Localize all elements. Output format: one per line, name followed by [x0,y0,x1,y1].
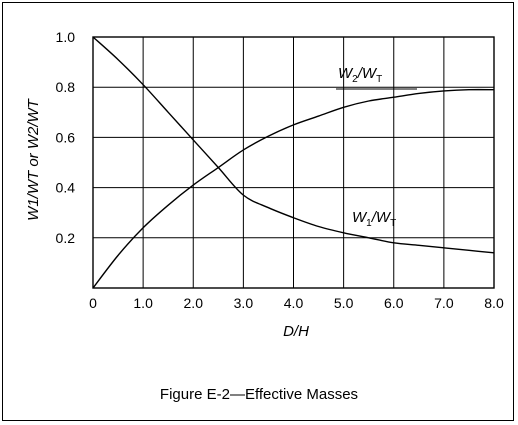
x-axis-label: D/H [283,323,309,340]
x-tick-label: 6.0 [384,295,404,311]
series-line-w2-wt [92,88,495,289]
annotation-w2-num: W [338,65,354,82]
x-tick-label: 8.0 [484,295,504,311]
grid [93,37,494,288]
y-tick-label: 1.0 [56,29,76,45]
series-line-w1-wt [92,36,495,254]
figure-caption: Figure E-2—Effective Masses [159,386,359,403]
x-axis-label-text: D/H [283,323,309,340]
y-axis-label: W1/WT or W2/WT [25,97,42,220]
x-tick-label: 7.0 [434,295,454,311]
series-group [92,36,495,289]
x-tick-labels: 0 1.0 2.0 3.0 4.0 5.0 6.0 7.0 8.0 [89,295,504,311]
y-tick-label: 0.8 [56,79,76,95]
y-tick-label: 0.6 [56,129,76,145]
x-tick-label: 5.0 [334,295,354,311]
annotation-w2-sub1: 2 [352,74,358,85]
annotation-w1-num: W [352,209,368,226]
plot-border [92,36,495,289]
x-tick-label: 2.0 [184,295,204,311]
x-tick-label: 0 [89,295,97,311]
annotation-w1-mid: /W [371,209,392,226]
annotation-w2-wt: W2/WT [338,65,382,85]
y-tick-labels: 0.2 0.4 0.6 0.8 1.0 [56,29,76,246]
x-tick-label: 4.0 [284,295,304,311]
annotation-w1-wt: W1/WT [352,209,396,229]
annotation-w2-sub2: T [376,74,382,85]
annotation-w2-mid: /W [357,65,378,82]
y-tick-label: 0.4 [56,180,76,196]
x-tick-label: 1.0 [133,295,153,311]
y-axis-label-text: W1/WT or W2/WT [25,97,42,220]
y-tick-label: 0.2 [56,230,76,246]
x-tick-label: 3.0 [234,295,254,311]
annotation-w1-sub1: 1 [366,218,372,229]
figure-frame [2,2,514,421]
annotation-w1-sub2: T [390,218,396,229]
